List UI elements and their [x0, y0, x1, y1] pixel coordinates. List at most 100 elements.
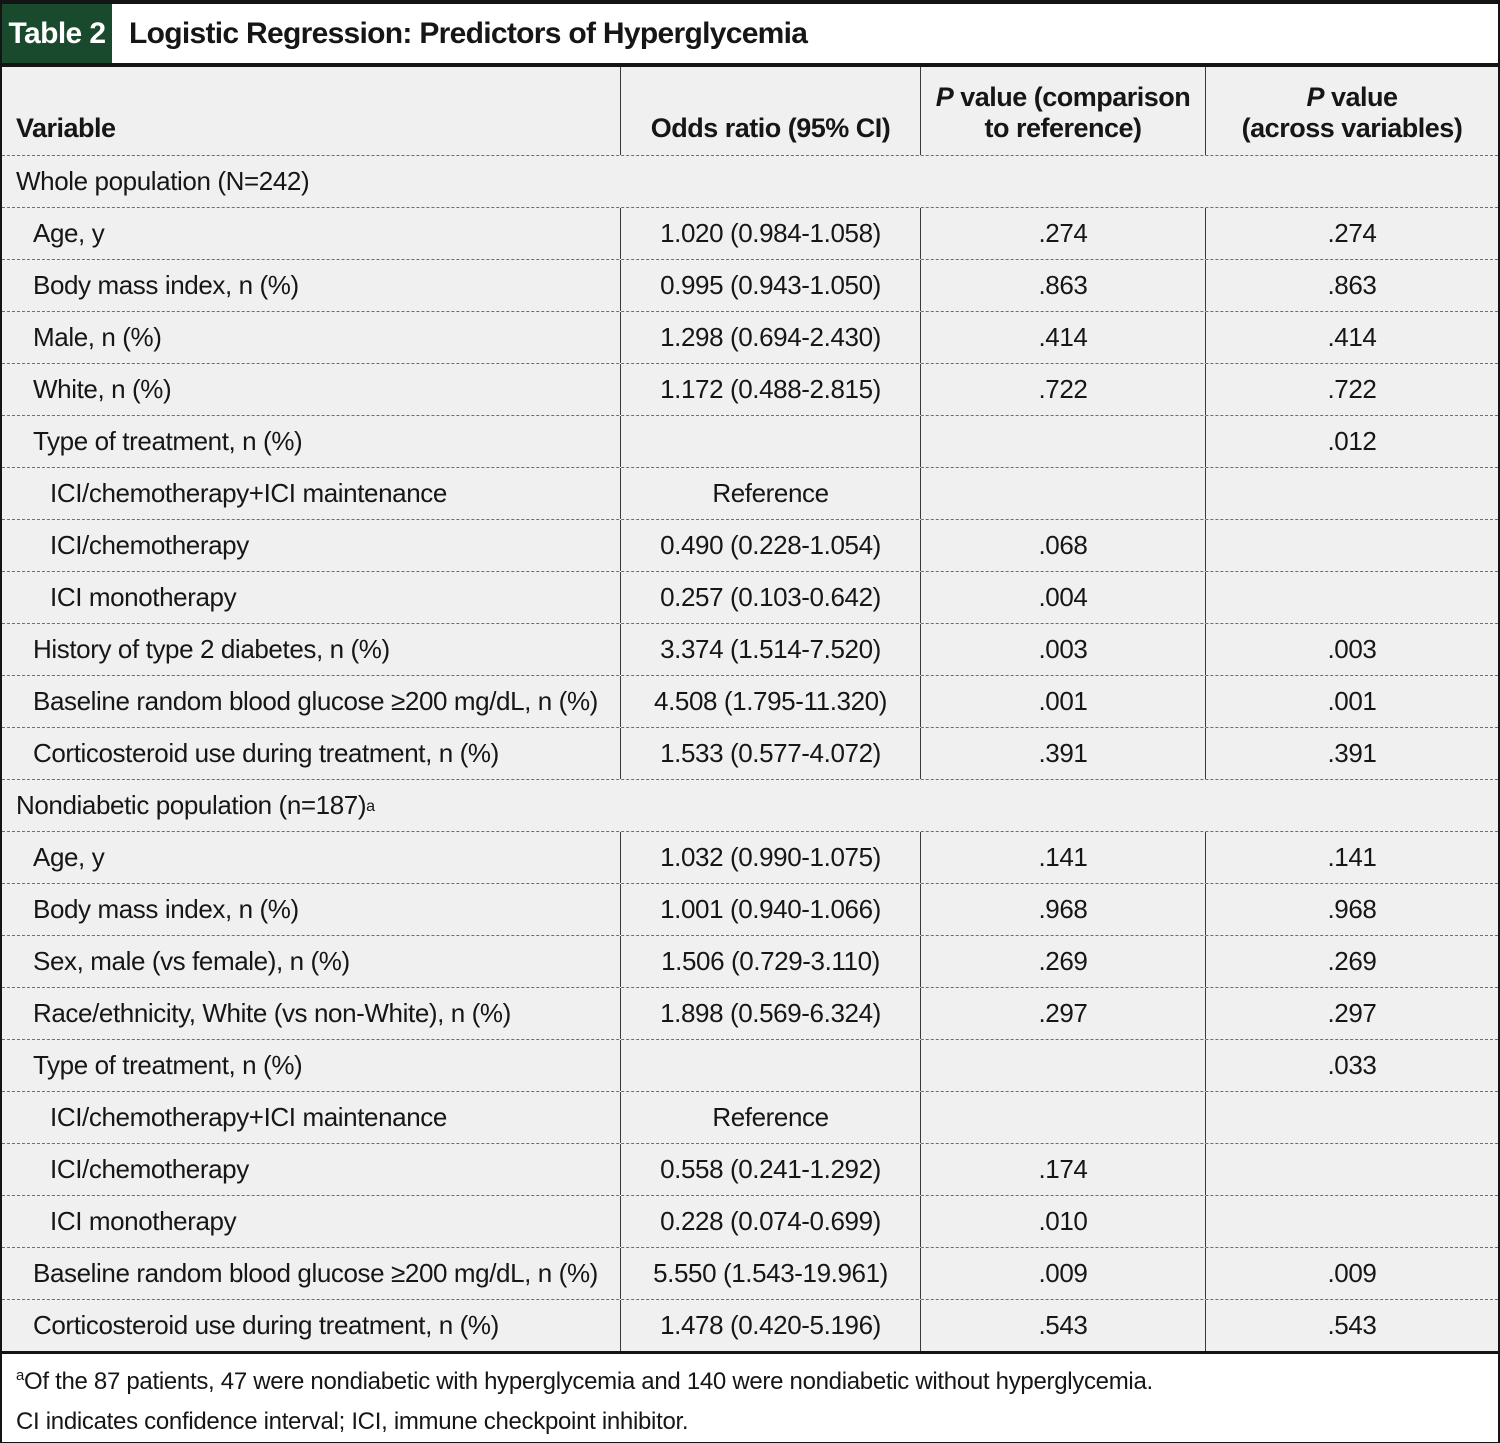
- table-row: Age, y 1.020 (0.984-1.058) .274.274: [2, 207, 1498, 259]
- table-row: Race/ethnicity, White (vs non-White), n …: [2, 987, 1498, 1039]
- p-comparison-cell: [920, 1092, 1205, 1143]
- p-comparison-cell: .141: [920, 832, 1205, 883]
- variable-cell: Body mass index, n (%): [33, 894, 299, 924]
- table-row: Baseline random blood glucose ≥200 mg/dL…: [2, 675, 1498, 727]
- odds-ratio-cell: 0.995 (0.943-1.050): [620, 260, 920, 311]
- odds-ratio-cell: 0.490 (0.228-1.054): [620, 520, 920, 571]
- column-header-variable: Variable: [16, 113, 116, 143]
- column-header-odds-ratio: Odds ratio (95% CI): [620, 67, 920, 155]
- p-comparison-cell: .004: [920, 572, 1205, 623]
- p-across-cell: .297: [1205, 988, 1498, 1039]
- table-grid: Variable Odds ratio (95% CI) P value (comp…: [2, 63, 1498, 1354]
- table-row: ICI/chemotherapy+ICI maintenance Referenc…: [2, 1091, 1498, 1143]
- table-row: Baseline random blood glucose ≥200 mg/dL…: [2, 1247, 1498, 1299]
- variable-cell: Corticosteroid use during treatment, n (…: [33, 738, 499, 768]
- table-row: Type of treatment, n (%) .033: [2, 1039, 1498, 1091]
- odds-ratio-cell: 5.550 (1.543-19.961): [620, 1248, 920, 1299]
- variable-cell: Baseline random blood glucose ≥200 mg/dL…: [33, 686, 598, 716]
- p-across-cell: .003: [1205, 624, 1498, 675]
- p-across-cell: [1205, 1196, 1498, 1247]
- table-row: White, n (%) 1.172 (0.488-2.815) .722.722: [2, 363, 1498, 415]
- section-row: Whole population (N=242): [2, 155, 1498, 207]
- p-comparison-cell: .543: [920, 1300, 1205, 1351]
- table-row: Age, y 1.032 (0.990-1.075) .141.141: [2, 831, 1498, 883]
- odds-ratio-cell: 1.020 (0.984-1.058): [620, 208, 920, 259]
- table-number-tag: Table 2: [2, 4, 112, 63]
- footnote-a: aOf the 87 patients, 47 were nondiabetic…: [16, 1362, 1484, 1402]
- variable-cell: ICI monotherapy: [50, 1206, 237, 1236]
- odds-ratio-cell: 1.298 (0.694-2.430): [620, 312, 920, 363]
- footnote-a-marker: a: [16, 1368, 24, 1384]
- odds-ratio-cell: 1.533 (0.577-4.072): [620, 728, 920, 779]
- footnote-a-text: Of the 87 patients, 47 were nondiabetic …: [23, 1368, 1153, 1395]
- table-row: History of type 2 diabetes, n (%) 3.374 (…: [2, 623, 1498, 675]
- odds-ratio-cell: 3.374 (1.514-7.520): [620, 624, 920, 675]
- variable-cell: Age, y: [33, 218, 105, 248]
- p-comparison-cell: .068: [920, 520, 1205, 571]
- p-across-cell: [1205, 468, 1498, 519]
- p-comparison-cell: .722: [920, 364, 1205, 415]
- variable-cell: Race/ethnicity, White (vs non-White), n …: [33, 998, 511, 1028]
- odds-ratio-cell: 0.228 (0.074-0.699): [620, 1196, 920, 1247]
- odds-ratio-cell: [620, 416, 920, 467]
- p-across-cell: .009: [1205, 1248, 1498, 1299]
- column-header-p-comparison: P value (comparison to reference): [920, 67, 1205, 155]
- p-comparison-cell: .414: [920, 312, 1205, 363]
- table-row: Body mass index, n (%) 0.995 (0.943-1.050…: [2, 259, 1498, 311]
- p-comparison-cell: .863: [920, 260, 1205, 311]
- variable-cell: Baseline random blood glucose ≥200 mg/dL…: [33, 1258, 598, 1288]
- odds-ratio-cell: 1.172 (0.488-2.815): [620, 364, 920, 415]
- variable-cell: Age, y: [33, 842, 105, 872]
- table-row: Corticosteroid use during treatment, n (…: [2, 1299, 1498, 1351]
- variable-cell: Body mass index, n (%): [33, 270, 299, 300]
- variable-cell: White, n (%): [33, 374, 172, 404]
- table-row: ICI/chemotherapy 0.558 (0.241-1.292) .174: [2, 1143, 1498, 1195]
- p-across-cell: .863: [1205, 260, 1498, 311]
- p-comparison-cell: .001: [920, 676, 1205, 727]
- footnote-abbreviations: CI indicates confidence interval; ICI, i…: [16, 1408, 689, 1435]
- odds-ratio-cell: 1.478 (0.420-5.196): [620, 1300, 920, 1351]
- table-row: Type of treatment, n (%) .012: [2, 415, 1498, 467]
- table-row: ICI monotherapy 0.257 (0.103-0.642) .004: [2, 571, 1498, 623]
- p-comparison-cell: .274: [920, 208, 1205, 259]
- p-comparison-cell: .269: [920, 936, 1205, 987]
- table-title: Logistic Regression: Predictors of Hyper…: [129, 16, 808, 50]
- odds-ratio-cell: 0.558 (0.241-1.292): [620, 1144, 920, 1195]
- p-across-cell: .012: [1205, 416, 1498, 467]
- variable-cell: ICI/chemotherapy+ICI maintenance: [50, 478, 447, 508]
- p-comparison-cell: .297: [920, 988, 1205, 1039]
- odds-ratio-cell: 4.508 (1.795-11.320): [620, 676, 920, 727]
- odds-ratio-cell: [620, 1040, 920, 1091]
- variable-cell: Male, n (%): [33, 322, 162, 352]
- table-row: ICI monotherapy 0.228 (0.074-0.699) .010: [2, 1195, 1498, 1247]
- odds-ratio-cell: Reference: [620, 468, 920, 519]
- variable-cell: ICI/chemotherapy: [50, 530, 249, 560]
- p-comparison-cell: .010: [920, 1196, 1205, 1247]
- variable-cell: Type of treatment, n (%): [33, 426, 303, 456]
- odds-ratio-cell: 1.032 (0.990-1.075): [620, 832, 920, 883]
- table-row: Sex, male (vs female), n (%) 1.506 (0.729…: [2, 935, 1498, 987]
- footnotes: aOf the 87 patients, 47 were nondiabetic…: [2, 1354, 1498, 1442]
- variable-cell: ICI/chemotherapy+ICI maintenance: [50, 1102, 447, 1132]
- table-row: Corticosteroid use during treatment, n (…: [2, 727, 1498, 779]
- variable-cell: Sex, male (vs female), n (%): [33, 946, 350, 976]
- p-across-cell: .391: [1205, 728, 1498, 779]
- p-comparison-cell: [920, 416, 1205, 467]
- p-across-cell: [1205, 520, 1498, 571]
- p-comparison-cell: [920, 1040, 1205, 1091]
- p-across-cell: .274: [1205, 208, 1498, 259]
- table-row: ICI/chemotherapy+ICI maintenance Referenc…: [2, 467, 1498, 519]
- p-across-cell: .141: [1205, 832, 1498, 883]
- variable-cell: ICI/chemotherapy: [50, 1154, 249, 1184]
- p-across-cell: .269: [1205, 936, 1498, 987]
- variable-cell: ICI monotherapy: [50, 582, 237, 612]
- p-comparison-cell: .009: [920, 1248, 1205, 1299]
- p-across-cell: .033: [1205, 1040, 1498, 1091]
- odds-ratio-cell: 0.257 (0.103-0.642): [620, 572, 920, 623]
- p-comparison-cell: .003: [920, 624, 1205, 675]
- p-across-cell: .968: [1205, 884, 1498, 935]
- title-bar: Table 2 Logistic Regression: Predictors …: [2, 4, 1498, 63]
- odds-ratio-cell: Reference: [620, 1092, 920, 1143]
- table-row: Male, n (%) 1.298 (0.694-2.430) .414.414: [2, 311, 1498, 363]
